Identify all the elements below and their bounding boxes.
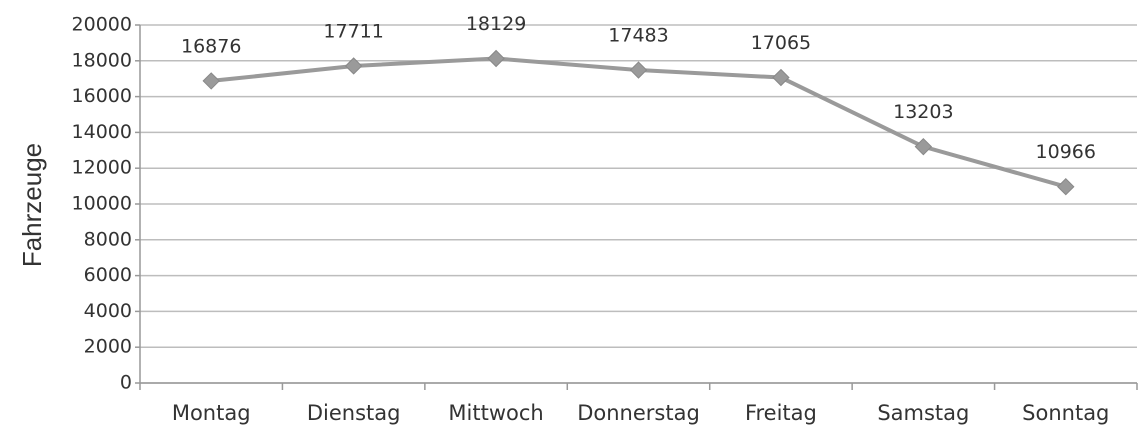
y-tick-label: 16000 [72,85,132,107]
y-tick-label: 0 [120,372,132,394]
data-label: 17065 [751,32,811,54]
marker [629,61,648,79]
data-label: 13203 [893,101,953,123]
y-tick-label: 10000 [72,193,132,215]
x-tick-label: Freitag [745,401,817,425]
marker [1057,178,1075,196]
y-tick-label: 14000 [72,121,132,143]
marker [914,137,933,156]
data-label: 18129 [466,13,526,35]
y-tick-label: 12000 [72,157,132,179]
y-tick-label: 6000 [84,264,132,286]
y-tick-label: 4000 [84,300,132,322]
data-label: 10966 [1036,141,1096,163]
y-axis-label: Fahrzeuge [17,143,47,267]
x-tick-label: Dienstag [307,401,401,425]
marker [772,68,790,87]
x-tick-label: Samstag [877,401,969,425]
data-label: 17483 [608,25,668,47]
x-tick-label: Sonntag [1022,401,1109,425]
data-label: 17711 [323,20,383,42]
data-label: 16876 [181,35,241,57]
marker [487,49,505,68]
x-tick-label: Donnerstag [577,401,700,425]
marker [344,57,363,75]
y-tick-label: 2000 [84,336,132,358]
x-tick-label: Mittwoch [448,401,543,425]
y-tick-label: 8000 [84,228,132,250]
y-tick-label: 18000 [72,49,132,71]
y-tick-label: 20000 [72,14,132,36]
x-tick-label: Montag [172,401,251,425]
marker [202,72,220,90]
